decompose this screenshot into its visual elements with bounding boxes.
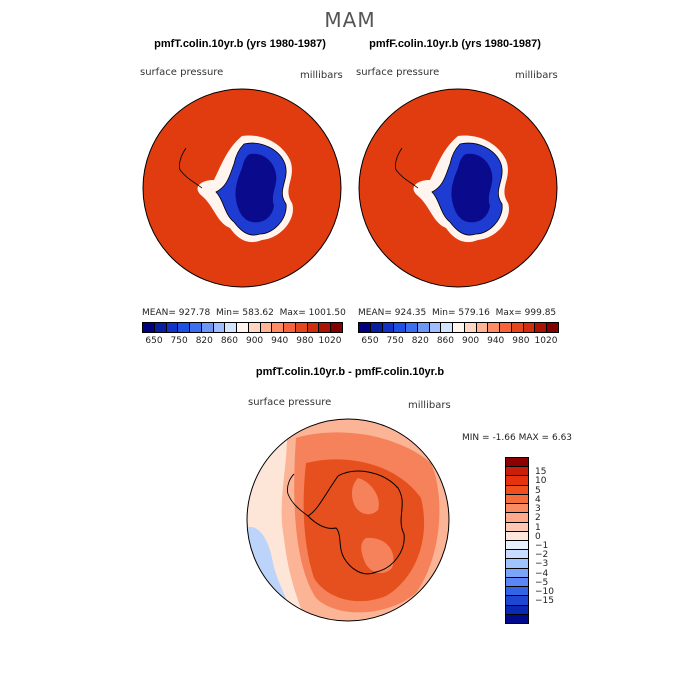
panel2-max: 999.85	[524, 308, 557, 318]
colorbar-swatch	[505, 613, 529, 624]
colorbar-label: −10	[535, 587, 554, 598]
panel2-mean-label: MEAN=	[358, 308, 392, 318]
colorbar-label: −5	[535, 577, 549, 588]
colorbar-label: 980	[296, 336, 314, 346]
colorbar-label: 940	[487, 336, 505, 346]
diff-colorbar: 15 10 5 4 3 2 1 0 −1 −2 −3 −4 −5 −10 −15	[505, 457, 565, 624]
diff-min-label: MIN =	[462, 433, 490, 443]
panel1-peninsula	[179, 147, 203, 189]
diff-map	[246, 418, 450, 622]
colorbar-label: 820	[411, 336, 429, 346]
diff-mid-patch-1	[351, 478, 379, 515]
colorbar-label: 750	[170, 336, 188, 346]
panel2-stats: MEAN= 924.35 Min= 579.16 Max= 999.85	[358, 308, 556, 318]
panel2-colorbar: 650 750 820 860 900 940 980 1020	[358, 322, 559, 348]
colorbar-label: −15	[535, 596, 554, 607]
panel2-map	[358, 88, 558, 288]
panel2-min-label: Min=	[432, 308, 456, 318]
panel1-stats: MEAN= 927.78 Min= 583.62 Max= 1001.50	[142, 308, 346, 318]
panel2-max-label: Max=	[495, 308, 522, 318]
panel1-map	[142, 88, 342, 288]
colorbar-label: 860	[436, 336, 455, 346]
colorbar-label: 980	[512, 336, 530, 346]
colorbar-label: −3	[535, 559, 549, 570]
diff-title: pmfT.colin.10yr.b - pmfF.colin.10yr.b	[255, 366, 445, 378]
colorbar-label: 1020	[318, 336, 342, 346]
panel1-title: pmfT.colin.10yr.b (yrs 1980-1987)	[154, 38, 326, 50]
panel1-colorbar: 650 750 820 860 900 940 980 1020	[142, 322, 343, 348]
colorbar-label: −4	[535, 568, 549, 579]
figure-title: MAM	[324, 8, 376, 32]
colorbar-label: 10	[535, 476, 547, 487]
colorbar-label: 820	[195, 336, 213, 346]
panel2-right-label: millibars	[515, 70, 558, 81]
panel2-left-label: surface pressure	[356, 67, 440, 78]
panel2-title: pmfF.colin.10yr.b (yrs 1980-1987)	[369, 38, 541, 50]
colorbar-label: 1020	[534, 336, 558, 346]
diff-peninsula	[287, 473, 309, 517]
diff-left-label: surface pressure	[248, 397, 332, 408]
colorbar-label: 860	[220, 336, 239, 346]
panel1-mean-label: MEAN=	[142, 308, 176, 318]
panel1-ice-dark	[235, 153, 277, 223]
colorbar-label: 5	[535, 485, 541, 496]
panel1-right-label: millibars	[300, 70, 343, 81]
colorbar-swatch	[546, 322, 559, 333]
diff-high-region	[303, 459, 425, 602]
panel2-peninsula	[395, 147, 419, 189]
colorbar-label: −1	[535, 541, 549, 551]
colorbar-label: 0	[535, 531, 541, 542]
panel1-max-label: Max=	[279, 308, 306, 318]
colorbar-label: 15	[535, 467, 547, 478]
panel1-mean: 927.78	[178, 308, 211, 318]
colorbar-label: 1	[535, 522, 541, 533]
colorbar-label: 750	[386, 336, 404, 346]
diff-map-border	[246, 418, 450, 622]
colorbar-label: −2	[535, 550, 549, 561]
diff-right-label: millibars	[408, 400, 451, 411]
panel2-ice-dark	[451, 153, 493, 223]
panel2-mean: 924.35	[394, 308, 427, 318]
colorbar-label: 3	[535, 504, 541, 515]
colorbar-label: 2	[535, 513, 541, 524]
panel1-left-label: surface pressure	[140, 67, 224, 78]
colorbar-swatch	[330, 322, 343, 333]
diff-antarctica-coast	[307, 470, 405, 575]
diff-max: 6.63	[551, 433, 573, 443]
panel1-min-label: Min=	[216, 308, 240, 318]
colorbar-label: 900	[461, 336, 480, 346]
colorbar-label: 650	[145, 336, 163, 346]
colorbar-label: 900	[245, 336, 264, 346]
diff-max-label: MAX =	[518, 433, 550, 443]
diff-minmax: MIN = -1.66 MAX = 6.63	[462, 433, 572, 443]
colorbar-label: 4	[535, 494, 541, 505]
diff-min: -1.66	[492, 433, 516, 443]
colorbar-label: 650	[361, 336, 379, 346]
diff-mid-patch-2	[361, 537, 394, 574]
panel2-min: 579.16	[458, 308, 490, 318]
colorbar-label: 940	[271, 336, 289, 346]
panel1-min: 583.62	[242, 308, 274, 318]
panel1-max: 1001.50	[308, 308, 346, 318]
